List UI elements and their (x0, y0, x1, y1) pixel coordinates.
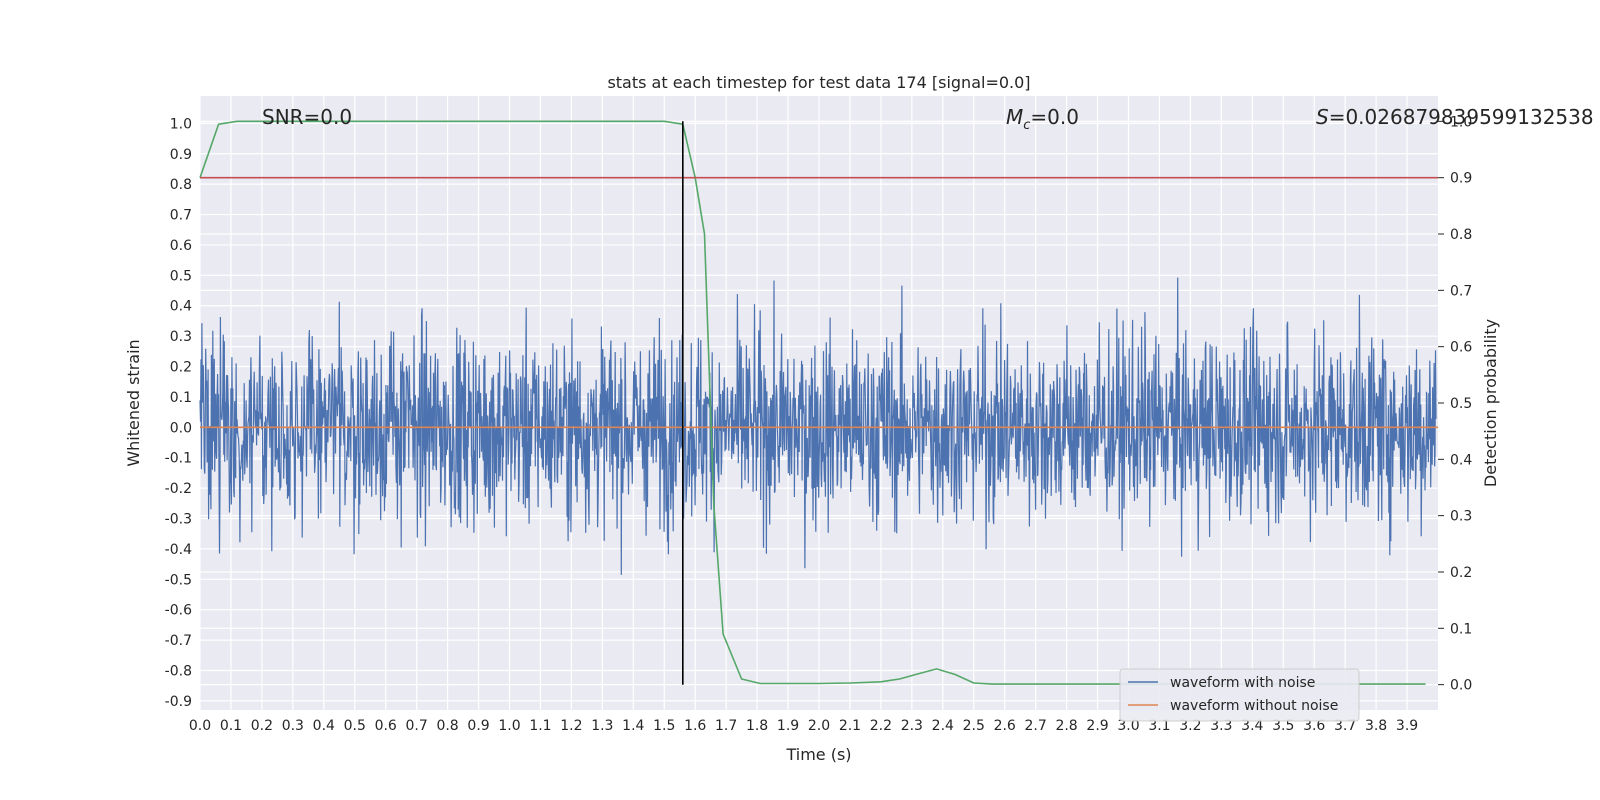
y2-tick-label: 0.5 (1450, 396, 1472, 412)
x-tick-label: 3.8 (1365, 718, 1387, 734)
x-tick-label: 1.4 (622, 718, 644, 734)
x-tick-label: 0.9 (467, 718, 489, 734)
x-tick-label: 3.6 (1303, 718, 1325, 734)
x-tick-label: 3.1 (1148, 718, 1170, 734)
x-axis-label: Time (s) (785, 745, 851, 764)
annotation-s-value: =0.026879839599132538 (1329, 105, 1594, 129)
y-tick-label: -0.3 (165, 512, 192, 528)
x-tick-label: 0.8 (436, 718, 458, 734)
svg-text:Mc=0.0: Mc=0.0 (1006, 105, 1079, 133)
x-tick-label: 0.1 (220, 718, 242, 734)
y2-tick-label: 1.0 (1450, 114, 1472, 130)
x-tick-label: 2.8 (1055, 718, 1077, 734)
y2-ticks: 1.0 0.9 0.8 0.7 0.6 0.5 0.4 0.3 0.2 0.1 0.0 (1438, 114, 1472, 694)
y-ticks: 1.0 0.9 0.8 0.7 0.6 0.5 0.4 0.3 0.2 0.1 0.0 -0.1 -0.… (165, 116, 192, 710)
y2-axis-label: Detection probability (1481, 319, 1500, 487)
x-tick-label: 1.2 (560, 718, 582, 734)
y2-tick-label: 0.6 (1450, 340, 1472, 356)
x-tick-label: 1.9 (777, 718, 799, 734)
x-tick-label: 0.3 (282, 718, 304, 734)
x-tick-label: 2.4 (932, 718, 954, 734)
x-tick-label: 2.9 (1086, 718, 1108, 734)
annotation-mc: Mc=0.0 (1006, 105, 1079, 133)
annotation-snr: SNR=0.0 (262, 105, 352, 129)
x-tick-label: 0.7 (406, 718, 428, 734)
x-tick-label: 3.0 (1117, 718, 1139, 734)
annotation-mc-value: =0.0 (1030, 105, 1079, 129)
x-tick-label: 1.5 (653, 718, 675, 734)
series-lines (199, 120, 1438, 685)
y-tick-label: -0.5 (165, 572, 192, 588)
x-tick-label: 2.7 (1025, 718, 1047, 734)
svg-text:S=0.026879839599132538: S=0.026879839599132538 (1316, 105, 1594, 129)
annotation-mc-symbol: M (1006, 105, 1023, 129)
x-tick-label: 3.7 (1334, 718, 1356, 734)
y-tick-label: 0.1 (170, 390, 192, 406)
y-tick-label: 0.6 (170, 238, 192, 254)
y2-tick-label: 0.9 (1450, 171, 1472, 187)
legend-label-noise: waveform with noise (1170, 675, 1315, 691)
y-tick-label: 0.3 (170, 329, 192, 345)
legend-label-no-noise: waveform without noise (1170, 698, 1338, 714)
y-tick-label: -0.9 (165, 694, 192, 710)
x-tick-label: 3.3 (1210, 718, 1232, 734)
x-tick-label: 2.2 (870, 718, 892, 734)
y-tick-label: -0.1 (165, 451, 192, 467)
x-tick-label: 2.0 (808, 718, 830, 734)
y-tick-label: -0.6 (165, 603, 192, 619)
x-tick-label: 3.4 (1241, 718, 1263, 734)
y-tick-label: 0.2 (170, 360, 192, 376)
x-tick-label: 1.6 (684, 718, 706, 734)
x-tick-label: 2.1 (839, 718, 861, 734)
y2-tick-label: 0.3 (1450, 509, 1472, 525)
annotation-s: S=0.026879839599132538 (1316, 105, 1594, 129)
y-tick-label: 1.0 (170, 116, 192, 132)
y-tick-label: 0.0 (170, 420, 192, 436)
y2-tick-label: 0.7 (1450, 283, 1472, 299)
x-tick-label: 1.8 (746, 718, 768, 734)
x-tick-label: 3.9 (1396, 718, 1418, 734)
series-waveform-with-noise (199, 277, 1437, 575)
annotation-s-symbol: S (1316, 105, 1329, 129)
x-tick-label: 0.5 (344, 718, 366, 734)
x-tick-label: 2.3 (901, 718, 923, 734)
y-tick-label: 0.8 (170, 177, 192, 193)
y2-tick-label: 0.2 (1450, 565, 1472, 581)
x-tick-label: 0.2 (251, 718, 273, 734)
x-tick-label: 3.2 (1179, 718, 1201, 734)
y-tick-label: -0.7 (165, 633, 192, 649)
y-tick-label: -0.4 (165, 542, 192, 558)
y-tick-label: -0.2 (165, 481, 192, 497)
legend-box (1119, 668, 1360, 722)
y-tick-label: 0.5 (170, 268, 192, 284)
x-tick-label: 0.4 (313, 718, 335, 734)
annotation-mc-subscript: c (1023, 118, 1030, 133)
x-tick-label: 2.6 (994, 718, 1016, 734)
y-tick-label: 0.9 (170, 147, 192, 163)
x-tick-label: 2.5 (963, 718, 985, 734)
x-tick-label: 1.3 (591, 718, 613, 734)
legend: waveform with noise waveform without noi… (1119, 668, 1360, 722)
chart-title: stats at each timestep for test data 174… (607, 73, 1030, 92)
x-ticks: 0.0 0.1 0.2 0.3 0.4 0.5 0.6 0.7 0.8 0.9 1.0 1.1 1.2 1… (189, 718, 1418, 734)
noise-trace (199, 277, 1437, 575)
y2-tick-label: 0.4 (1450, 452, 1472, 468)
y-tick-label: -0.8 (165, 663, 192, 679)
x-tick-label: 3.5 (1272, 718, 1294, 734)
x-tick-label: 0.0 (189, 718, 211, 734)
y2-tick-label: 0.8 (1450, 227, 1472, 243)
x-tick-label: 1.1 (529, 718, 551, 734)
y2-tick-label: 0.0 (1450, 678, 1472, 694)
y2-tick-label: 0.1 (1450, 621, 1472, 637)
x-tick-label: 1.7 (715, 718, 737, 734)
y-axis-label: Whitened strain (124, 339, 143, 466)
x-tick-label: 0.6 (375, 718, 397, 734)
detection-probability-line (199, 120, 1426, 685)
y-tick-label: 0.4 (170, 299, 192, 315)
x-tick-label: 1.0 (498, 718, 520, 734)
y-tick-label: 0.7 (170, 208, 192, 224)
